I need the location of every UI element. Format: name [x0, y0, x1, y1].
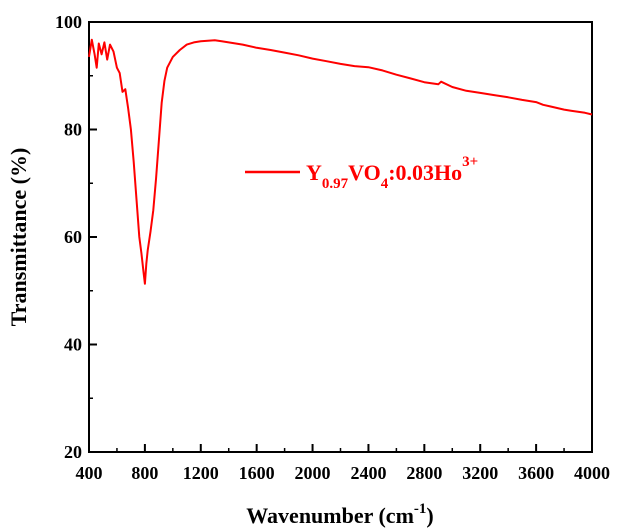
legend-subscript-1: 0.97 [322, 176, 349, 192]
x-tick-label-4000: 4000 [574, 463, 610, 483]
x-axis-tick-labels: 400 800 1200 1600 2000 2400 2800 3200 3600 4000 [76, 463, 611, 483]
legend-subscript-2: 4 [381, 176, 389, 192]
x-tick-label-1200: 1200 [183, 463, 219, 483]
x-axis-title-text: Wavenumber (cm [246, 503, 414, 528]
x-axis-title-superscript: -1 [414, 501, 427, 517]
y-axis-ticks [89, 21, 97, 453]
y-axis-title: Transmittance (%) [6, 148, 31, 327]
legend-rest: :0.03Ho [388, 160, 462, 185]
legend-label: Y0.97VO4:0.03Ho3+ [306, 154, 478, 192]
series-line-transmittance [88, 38, 593, 285]
x-tick-label-800: 800 [131, 463, 158, 483]
x-tick-label-2000: 2000 [295, 463, 331, 483]
x-tick-label-3600: 3600 [518, 463, 554, 483]
y-tick-label-40: 40 [64, 335, 82, 355]
legend: Y0.97VO4:0.03Ho3+ [245, 154, 478, 192]
legend-mid: VO [348, 160, 381, 185]
y-tick-label-20: 20 [64, 442, 82, 462]
y-tick-label-80: 80 [64, 120, 82, 140]
x-tick-label-400: 400 [76, 463, 103, 483]
y-tick-label-100: 100 [55, 12, 82, 32]
x-tick-label-1600: 1600 [239, 463, 275, 483]
x-tick-label-2800: 2800 [406, 463, 442, 483]
y-tick-label-60: 60 [64, 227, 82, 247]
legend-base: Y [306, 160, 322, 185]
x-axis-title: Wavenumber (cm-1) [246, 501, 433, 528]
x-tick-label-3200: 3200 [462, 463, 498, 483]
x-tick-label-2400: 2400 [350, 463, 386, 483]
legend-superscript: 3+ [462, 154, 478, 170]
x-axis-ticks [88, 444, 593, 452]
y-axis-tick-labels: 20 40 60 80 100 [55, 12, 82, 462]
x-axis-title-close: ) [426, 503, 433, 528]
